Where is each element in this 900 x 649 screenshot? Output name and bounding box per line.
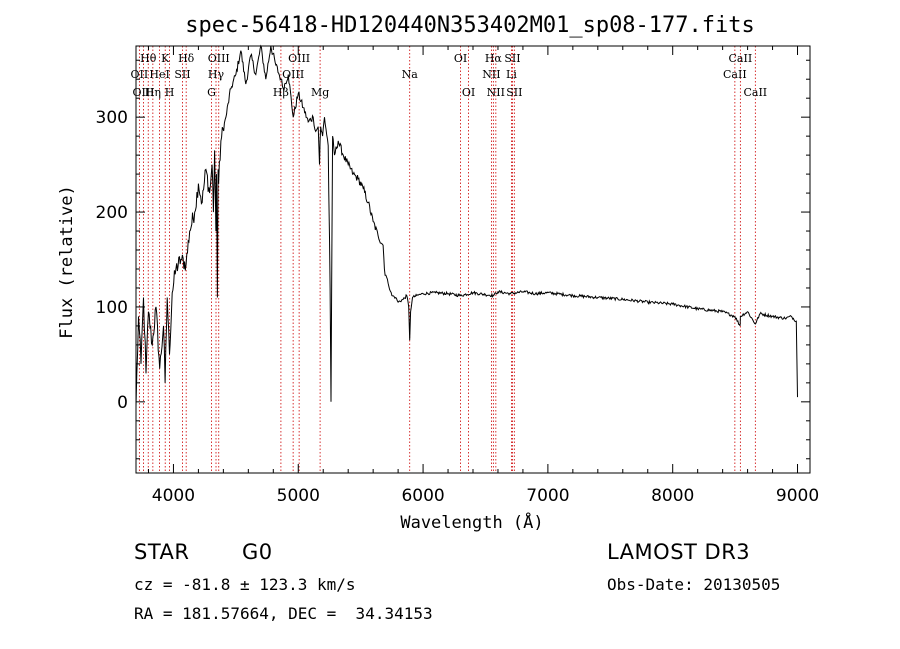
- line-marker-label: Hθ: [140, 52, 157, 65]
- line-marker-label: OIII: [288, 52, 310, 65]
- y-tick-label: 200: [96, 203, 128, 223]
- spectral-class: STAR: [134, 540, 190, 564]
- line-marker-label: G: [207, 86, 216, 99]
- line-marker-label: Li: [506, 68, 517, 81]
- line-marker-label: OII: [131, 68, 149, 81]
- line-marker-label: NII: [487, 86, 505, 99]
- line-marker-label: SII: [506, 86, 522, 99]
- line-marker-label: Hη: [145, 86, 161, 99]
- survey-name: LAMOST DR3: [607, 540, 751, 564]
- obs-date: Obs-Date: 20130505: [607, 575, 781, 594]
- y-axis-ticks: 0 100 200 300: [96, 59, 810, 460]
- line-markers: [138, 46, 756, 473]
- spectrum-line: [135, 44, 798, 407]
- spectral-subclass: G0: [242, 540, 273, 564]
- line-marker-label: K: [161, 52, 170, 65]
- line-marker-label: Hα: [485, 52, 503, 65]
- line-marker-label: H: [165, 86, 175, 99]
- line-marker-labels: Hθ OII OIII K HeI Hη Hδ SII H OIII Hγ G OIII OIII Hβ Mg…: [131, 52, 768, 99]
- x-axis-label: Wavelength (Å): [400, 511, 543, 533]
- x-tick-label: 9000: [776, 486, 819, 506]
- x-tick-label: 4000: [152, 486, 195, 506]
- line-marker-label: Hβ: [273, 86, 289, 99]
- line-marker-label: HeI: [149, 68, 169, 81]
- x-tick-label: 8000: [651, 486, 694, 506]
- y-tick-label: 0: [117, 393, 128, 413]
- line-marker-label: CaII: [743, 86, 767, 99]
- line-marker-label: CaII: [729, 52, 753, 65]
- line-marker-label: Hγ: [208, 68, 225, 81]
- x-axis-ticks: 4000 5000 6000 7000 8000 9000: [147, 46, 819, 506]
- x-tick-label: 5000: [277, 486, 320, 506]
- line-marker-label: CaII: [723, 68, 747, 81]
- line-marker-label: Hδ: [178, 52, 195, 65]
- chart-title: spec-56418-HD120440N353402M01_sp08-177.f…: [185, 13, 755, 38]
- line-marker-label: NII: [482, 68, 500, 81]
- redshift-text: cz = -81.8 ± 123.3 km/s: [134, 575, 356, 594]
- y-axis-label: Flux (relative): [57, 185, 77, 339]
- line-marker-label: SII: [504, 52, 520, 65]
- line-marker-label: OI: [462, 86, 475, 99]
- coordinates: RA = 181.57664, DEC = 34.34153: [134, 604, 433, 623]
- line-marker-label: SII: [174, 68, 190, 81]
- x-tick-label: 6000: [401, 486, 444, 506]
- line-marker-label: Na: [402, 68, 419, 81]
- x-tick-label: 7000: [526, 486, 569, 506]
- line-marker-label: Mg: [311, 86, 329, 99]
- line-marker-label: OIII: [282, 68, 304, 81]
- y-tick-label: 300: [96, 108, 128, 128]
- line-marker-label: OIII: [132, 86, 154, 99]
- y-tick-label: 100: [96, 298, 128, 318]
- line-marker-label: OI: [454, 52, 467, 65]
- plot-frame: [135, 45, 811, 474]
- line-marker-label: OIII: [208, 52, 230, 65]
